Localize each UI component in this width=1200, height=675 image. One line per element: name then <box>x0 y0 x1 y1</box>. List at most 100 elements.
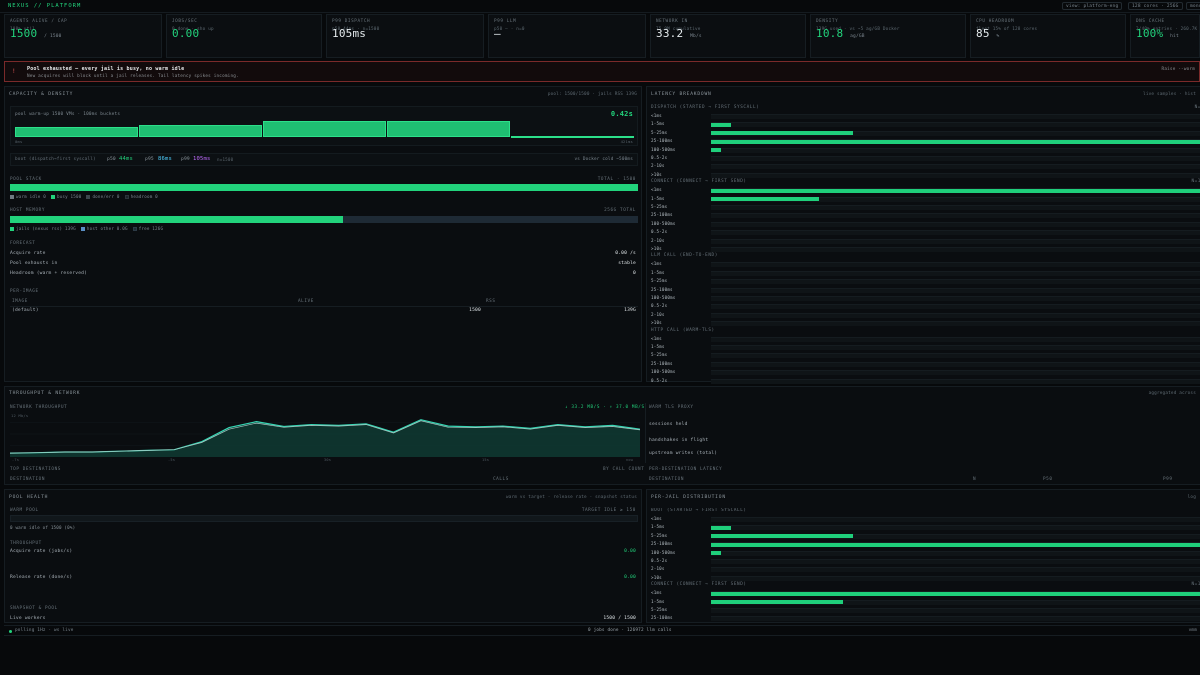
forecast-acquire-value: 0.00 /s <box>615 251 636 256</box>
histogram-group-title: CONNECT (CONNECT → FIRST SEND) <box>651 582 747 588</box>
histogram-row: 2-10s <box>651 566 1200 573</box>
warm-pool-text: 0 warm idle of 1500 (0%) <box>10 525 76 530</box>
throughput-label: THROUGHPUT <box>10 541 42 546</box>
bucket-label: 25-100ms <box>651 541 673 547</box>
bucket-track <box>711 296 1200 301</box>
histogram-row: 100-500ms <box>651 221 1200 227</box>
bucket-label: <1ms <box>651 335 662 341</box>
histogram-row: 0.5-2s <box>651 229 1200 236</box>
histogram-row: 1-5ms <box>651 599 1200 605</box>
bucket-track <box>711 533 1200 539</box>
bucket-track <box>711 262 1200 268</box>
pool-stack-busy-bar <box>10 184 638 191</box>
bucket-track <box>711 172 1200 178</box>
forecast-label: FORECAST <box>10 241 36 246</box>
cores-badge: 128 cores · 256G <box>1128 2 1183 10</box>
kpi-subtext: 0 done · sho up <box>172 27 214 32</box>
series-line-out <box>10 420 640 454</box>
bucket-label: >10s <box>651 320 662 326</box>
status-bar: polling 1Hz · ws live 0 jobs done · 1269… <box>4 625 1200 636</box>
forecast-exhaust-value: stable <box>618 261 636 266</box>
per-jail-meta: log <box>1187 495 1196 500</box>
bucket-track <box>711 616 1200 622</box>
bucket-track <box>711 287 1200 293</box>
per-jail-histograms: BOOT (STARTED → FIRST SYSCALL) <1ms 1-5ms 5… <box>651 508 1200 622</box>
histogram-row: 25-100ms <box>651 615 1200 622</box>
per-jail-title: PER-JAIL DISTRIBUTION <box>651 495 726 500</box>
capacity-panel: CAPACITY & DENSITY pool: 1500/1500 · jai… <box>4 86 642 382</box>
pool-stack-total: TOTAL · 1500 <box>597 177 636 182</box>
mode-badge: mono <box>1186 2 1200 10</box>
bucket-bar <box>711 525 731 530</box>
bucket-label: 2-10s <box>651 163 665 169</box>
latency-meta: live samples · hist <box>1143 92 1196 97</box>
bucket-label: 1-5ms <box>651 195 665 201</box>
histogram-row: <1ms <box>651 261 1200 268</box>
bucket-label: 25-100ms <box>651 360 673 366</box>
x-tick: 15s <box>482 458 490 462</box>
histogram-row: 2-10s <box>651 312 1200 318</box>
histogram-row: 5-25ms <box>651 130 1200 136</box>
bucket-bar <box>711 542 1200 547</box>
bucket-label: 2-10s <box>651 237 665 243</box>
boot-label: boot (dispatch→first syscall) <box>15 157 96 162</box>
bucket-label: 0.5-2s <box>651 155 668 160</box>
bucket-track <box>711 559 1200 564</box>
bucket-bar <box>711 188 1200 193</box>
warmup-bar <box>387 121 510 137</box>
warmup-bar <box>511 135 634 138</box>
histogram-row: >10s <box>651 320 1200 327</box>
bucket-label: <1ms <box>651 113 662 118</box>
forecast-exhaust-label: Pool exhausts in <box>10 261 58 266</box>
kpi-value: 1500 / 1500 <box>10 27 62 40</box>
release-rate-label: Release rate (done/s) <box>10 575 73 580</box>
host-memory-legend: jails (nexus rss) 139G host other 0.0G f… <box>10 226 163 231</box>
live-dot-icon <box>9 630 12 633</box>
polling-status: polling 1Hz · ws live <box>15 628 74 633</box>
bucket-bar <box>711 122 731 127</box>
bucket-track <box>711 270 1200 276</box>
kpi-value: 100% hit <box>1136 27 1179 40</box>
histogram-row: 100-500ms <box>651 550 1200 556</box>
per-jail-panel: PER-JAIL DISTRIBUTION log BOOT (STARTED … <box>646 489 1200 623</box>
bucket-track <box>711 608 1200 613</box>
histogram-row: 1-5ms <box>651 270 1200 276</box>
bucket-label: <1ms <box>651 261 662 267</box>
bucket-track <box>711 147 1200 153</box>
bucket-label: <1ms <box>651 187 662 193</box>
capacity-title: CAPACITY & DENSITY <box>9 92 74 97</box>
kpi-tile: P99 LLM — p50 — · n=0 <box>488 14 646 58</box>
bucket-label: 100-500ms <box>651 295 676 300</box>
bucket-label: 0.5-2s <box>651 377 668 383</box>
histogram-row: <1ms <box>651 516 1200 522</box>
legend-host-other: host other 0.0G <box>80 226 128 231</box>
bucket-label: 25-100ms <box>651 138 673 144</box>
brand-logo: NEXUS // PLATFORM <box>8 3 82 9</box>
bucket-track <box>711 378 1200 384</box>
warmup-axis-start: 0ms <box>15 139 23 144</box>
warning-icon: ! <box>12 68 16 75</box>
kpi-tile: DENSITY 10.8 ag/GB 139G used · vs ~5 ag/GB… <box>810 14 966 58</box>
histogram-group-title: DISPATCH (STARTED → FIRST SYSCALL) <box>651 105 760 110</box>
kpi-label: DNS CACHE <box>1136 19 1165 24</box>
bucket-label: <1ms <box>651 516 662 521</box>
kpi-subtext: p50 — · n=0 <box>494 27 525 32</box>
alert-action[interactable]: Raise --worm <box>1161 67 1195 72</box>
x-tick: -5s <box>168 458 176 462</box>
latency-title: LATENCY BREAKDOWN <box>651 92 712 97</box>
histogram-row: 1-5ms <box>651 121 1200 128</box>
bucket-bar <box>711 148 721 153</box>
bucket-track <box>711 575 1200 581</box>
bucket-track <box>711 550 1200 556</box>
release-rate-value: 0.00 <box>624 575 636 580</box>
legend-busy: busy 1500 <box>50 194 82 199</box>
kpi-value: 0.00 <box>172 27 200 40</box>
warmup-bar <box>15 126 138 137</box>
bucket-label: 25-100ms <box>651 212 673 218</box>
bucket-track <box>711 247 1200 252</box>
bucket-label: 1-5ms <box>651 344 665 349</box>
view-selector[interactable]: view: platform-eng <box>1062 2 1123 10</box>
per-dest-col-n: N <box>973 477 977 482</box>
histogram-row: 2-10s <box>651 163 1200 170</box>
host-memory-jails-bar <box>10 216 343 223</box>
